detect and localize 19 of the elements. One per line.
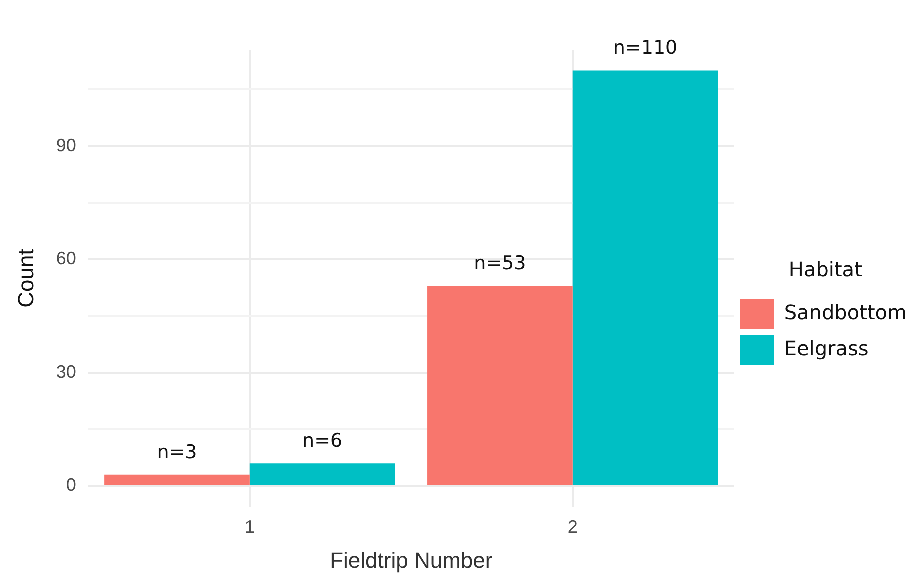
x-tick-label: 1 xyxy=(244,516,255,537)
bar xyxy=(572,70,718,486)
y-axis-title: Count xyxy=(13,249,38,308)
x-axis-title: Fieldtrip Number xyxy=(330,548,493,573)
legend-label: Eelgrass xyxy=(784,336,869,361)
bar xyxy=(428,286,573,486)
data-label: n=53 xyxy=(474,252,526,274)
y-tick-label: 0 xyxy=(66,475,76,496)
y-tick-label: 60 xyxy=(56,248,76,269)
x-tick-label: 2 xyxy=(568,516,578,537)
bar xyxy=(250,464,396,486)
data-label: n=6 xyxy=(302,430,343,452)
data-label: n=3 xyxy=(157,441,198,464)
legend-title: Habitat xyxy=(788,258,863,282)
y-tick-label: 30 xyxy=(56,362,76,382)
data-label: n=110 xyxy=(613,37,678,60)
bar xyxy=(104,474,250,486)
y-tick-label: 90 xyxy=(56,135,76,156)
legend-label: Sandbottom xyxy=(784,300,907,325)
